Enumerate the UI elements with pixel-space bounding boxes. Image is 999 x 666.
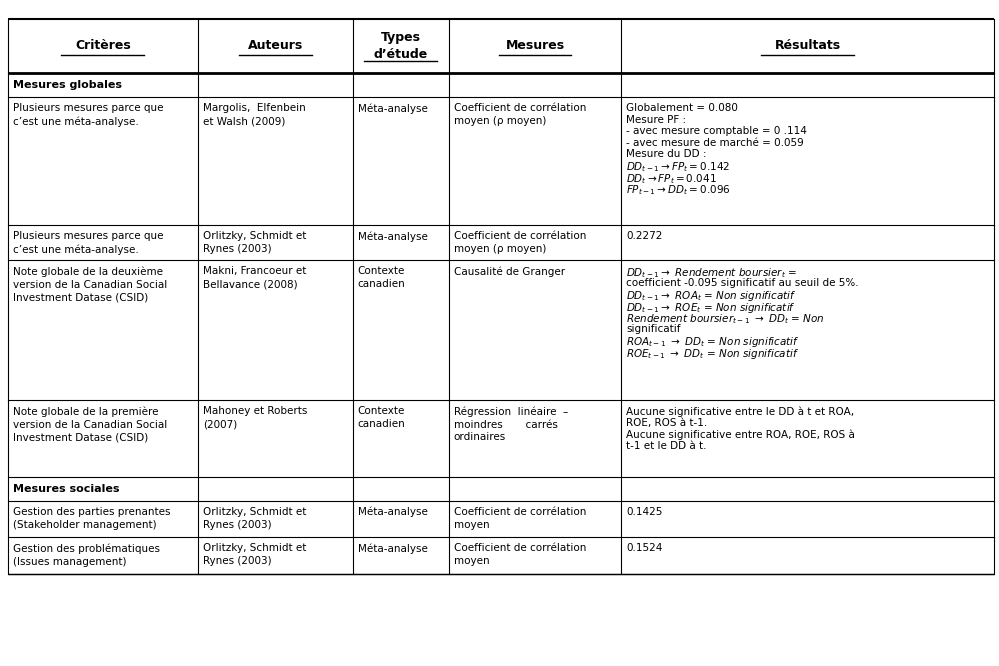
Text: $DD_{t-1} \rightarrow$ Rendement boursier$_t$ =: $DD_{t-1} \rightarrow$ Rendement boursie… (626, 266, 797, 280)
Text: Mesure PF :: Mesure PF : (626, 115, 686, 125)
Text: $ROE_{t-1}$ $\rightarrow$ $DD_t$ = Non significatif: $ROE_{t-1}$ $\rightarrow$ $DD_t$ = Non s… (626, 346, 799, 360)
Text: ROE, ROS à t-1.: ROE, ROS à t-1. (626, 418, 707, 428)
Text: $ROA_{t-1}$ $\rightarrow$ $DD_t$ = Non significatif: $ROA_{t-1}$ $\rightarrow$ $DD_t$ = Non s… (626, 335, 800, 349)
Text: t-1 et le DD à t.: t-1 et le DD à t. (626, 441, 707, 451)
Text: Makni, Francoeur et
Bellavance (2008): Makni, Francoeur et Bellavance (2008) (203, 266, 306, 289)
Text: - avec mesure comptable = 0 .114: - avec mesure comptable = 0 .114 (626, 126, 807, 136)
Text: Gestion des parties prenantes
(Stakeholder management): Gestion des parties prenantes (Stakehold… (13, 507, 171, 529)
Text: Aucune significative entre le DD à t et ROA,: Aucune significative entre le DD à t et … (626, 406, 854, 417)
Text: Types
d’étude: Types d’étude (374, 31, 428, 61)
Text: Note globale de la deuxième
version de la Canadian Social
Investment Datase (CSI: Note globale de la deuxième version de l… (13, 266, 167, 302)
Text: Mesures sociales: Mesures sociales (13, 484, 120, 494)
Text: Orlitzky, Schmidt et
Rynes (2003): Orlitzky, Schmidt et Rynes (2003) (203, 507, 306, 529)
Text: Globalement = 0.080: Globalement = 0.080 (626, 103, 738, 113)
Text: Critères: Critères (75, 39, 131, 53)
Text: Orlitzky, Schmidt et
Rynes (2003): Orlitzky, Schmidt et Rynes (2003) (203, 543, 306, 566)
Text: Méta-analyse: Méta-analyse (358, 507, 428, 517)
Text: 0.2272: 0.2272 (626, 231, 662, 241)
Text: $FP_{t-1} \rightarrow DD_t =0.096$: $FP_{t-1} \rightarrow DD_t =0.096$ (626, 183, 731, 197)
Text: Causalité de Granger: Causalité de Granger (454, 266, 564, 277)
Text: Plusieurs mesures parce que
c’est une méta-analyse.: Plusieurs mesures parce que c’est une mé… (13, 231, 164, 254)
Text: Contexte
canadien: Contexte canadien (358, 266, 406, 289)
Text: Rendement boursier$_{t-1}$ $\rightarrow$ $DD_t$ = Non: Rendement boursier$_{t-1}$ $\rightarrow$… (626, 312, 825, 326)
Text: Méta-analyse: Méta-analyse (358, 103, 428, 114)
Text: Margolis,  Elfenbein
et Walsh (2009): Margolis, Elfenbein et Walsh (2009) (203, 103, 306, 126)
Text: $DD_t \rightarrow FP_t = 0.041$: $DD_t \rightarrow FP_t = 0.041$ (626, 172, 717, 186)
Text: Mesures: Mesures (505, 39, 564, 53)
Text: significatif: significatif (626, 324, 681, 334)
Text: $DD_{t-1} \rightarrow$ $ROA_t$ = Non significatif: $DD_{t-1} \rightarrow$ $ROA_t$ = Non sig… (626, 289, 797, 303)
Text: 0.1425: 0.1425 (626, 507, 662, 517)
Text: Mahoney et Roberts
(2007): Mahoney et Roberts (2007) (203, 406, 307, 429)
Text: Régression  linéaire  –
moindres       carrés
ordinaires: Régression linéaire – moindres carrés or… (454, 406, 567, 442)
Text: Méta-analyse: Méta-analyse (358, 543, 428, 554)
Text: Plusieurs mesures parce que
c’est une méta-analyse.: Plusieurs mesures parce que c’est une mé… (13, 103, 164, 127)
Text: 0.1524: 0.1524 (626, 543, 662, 553)
Text: Mesures globales: Mesures globales (13, 80, 122, 91)
Text: - avec mesure de marché = 0.059: - avec mesure de marché = 0.059 (626, 138, 804, 148)
Text: Coefficient de corrélation
moyen: Coefficient de corrélation moyen (454, 507, 586, 529)
Text: Contexte
canadien: Contexte canadien (358, 406, 406, 429)
Text: Auteurs: Auteurs (248, 39, 303, 53)
Text: Résultats: Résultats (774, 39, 841, 53)
Text: Aucune significative entre ROA, ROE, ROS à: Aucune significative entre ROA, ROE, ROS… (626, 429, 855, 440)
Text: coefficient -0.095 significatif au seuil de 5%.: coefficient -0.095 significatif au seuil… (626, 278, 859, 288)
Text: Note globale de la première
version de la Canadian Social
Investment Datase (CSI: Note globale de la première version de l… (13, 406, 167, 442)
Text: Gestion des problématiques
(Issues management): Gestion des problématiques (Issues manag… (13, 543, 160, 567)
Text: $DD_{t-1} \rightarrow$ $ROE_t$ = Non significatif: $DD_{t-1} \rightarrow$ $ROE_t$ = Non sig… (626, 301, 796, 315)
Text: Coefficient de corrélation
moyen: Coefficient de corrélation moyen (454, 543, 586, 566)
Text: Orlitzky, Schmidt et
Rynes (2003): Orlitzky, Schmidt et Rynes (2003) (203, 231, 306, 254)
Text: Méta-analyse: Méta-analyse (358, 231, 428, 242)
Text: Mesure du DD :: Mesure du DD : (626, 149, 707, 159)
Text: $DD_{t-1} \rightarrow FP_t = 0.142$: $DD_{t-1} \rightarrow FP_t = 0.142$ (626, 161, 730, 174)
Text: Coefficient de corrélation
moyen (ρ moyen): Coefficient de corrélation moyen (ρ moye… (454, 231, 586, 254)
Text: Coefficient de corrélation
moyen (ρ moyen): Coefficient de corrélation moyen (ρ moye… (454, 103, 586, 126)
